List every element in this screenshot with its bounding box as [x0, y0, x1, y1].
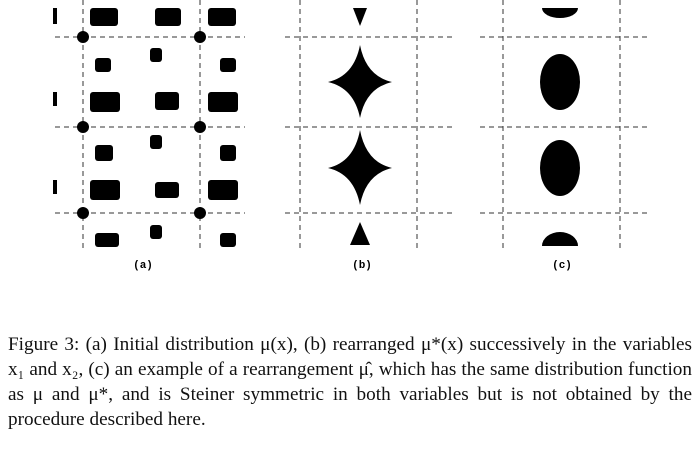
panel-label: (a): [133, 260, 153, 272]
figure: (a) (b) (c): [53, 0, 650, 272]
panel-c: [480, 0, 650, 250]
panel-label: (c): [552, 260, 572, 272]
figure-caption: Figure 3: (a) Initial distribution μ(x),…: [8, 334, 692, 430]
panel-a: [53, 0, 245, 250]
panel-b: [285, 0, 455, 250]
panel-label: (b): [352, 260, 372, 272]
